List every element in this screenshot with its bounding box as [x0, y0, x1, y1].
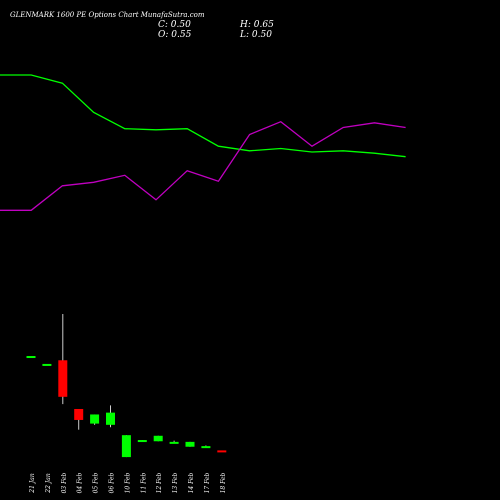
- candle-body: [201, 446, 211, 449]
- x-tick-label: 10 Feb: [124, 472, 131, 493]
- low-label: L:: [240, 30, 250, 40]
- close-label: C:: [158, 20, 168, 30]
- high-value: 0.65: [253, 20, 274, 30]
- x-tick-label: 14 Feb: [188, 472, 195, 493]
- open-value: 0.55: [171, 30, 192, 40]
- close-value: 0.50: [170, 20, 191, 30]
- low-readout: L: 0.50: [240, 30, 272, 40]
- candle-body: [106, 412, 115, 425]
- indicator-line-2: [0, 120, 406, 211]
- indicator-line-1: [0, 74, 406, 158]
- x-tick-label: 06 Feb: [109, 472, 116, 493]
- candle-body: [153, 435, 163, 442]
- x-tick-label: 04 Feb: [77, 472, 84, 493]
- x-tick-label: 03 Feb: [61, 472, 68, 493]
- high-label: H:: [240, 20, 251, 30]
- open-readout: O: 0.55: [158, 30, 191, 40]
- candle-body: [121, 435, 131, 458]
- candle-body: [90, 414, 100, 424]
- x-tick-label: 13 Feb: [172, 472, 179, 493]
- high-readout: H: 0.65: [240, 20, 274, 30]
- x-tick-label: 11 Feb: [140, 472, 147, 493]
- candle-body: [137, 440, 147, 443]
- close-readout: C: 0.50: [158, 20, 191, 30]
- candle-body: [26, 356, 36, 359]
- x-tick-label: 21 Jan: [29, 473, 36, 494]
- chart-title: GLENMARK 1600 PE Options Chart MunafaSut…: [10, 11, 205, 19]
- x-tick-label: 17 Feb: [204, 472, 211, 493]
- candle-body: [58, 360, 68, 397]
- candle-body: [169, 441, 179, 444]
- candle-body: [42, 363, 52, 366]
- candle-body: [217, 450, 227, 453]
- x-tick-label: 18 Feb: [220, 472, 227, 493]
- x-tick-label: 05 Feb: [93, 472, 100, 493]
- low-value: 0.50: [251, 30, 272, 40]
- candle-body: [185, 441, 195, 447]
- x-tick-label: 12 Feb: [156, 472, 163, 493]
- x-tick-label: 22 Jan: [45, 473, 52, 494]
- candle-body: [74, 408, 84, 420]
- open-label: O:: [158, 30, 169, 40]
